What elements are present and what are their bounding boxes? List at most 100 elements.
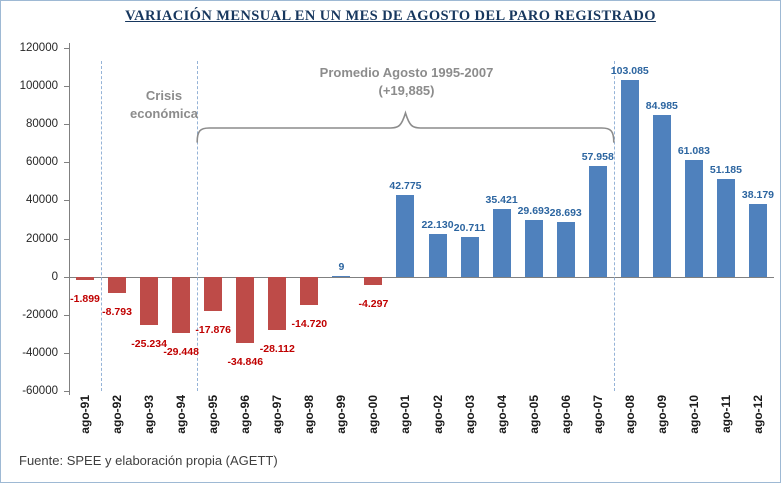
bar-value-label: -8.793 xyxy=(102,306,132,319)
x-axis-zero-line xyxy=(69,276,774,278)
bar-value-label: 9 xyxy=(338,260,345,273)
bar-value-label: -25.234 xyxy=(131,337,167,350)
source-note: Fuente: SPEE y elaboración propia (AGETT… xyxy=(19,453,278,468)
bar-value-label: -17.876 xyxy=(195,323,232,336)
bar-ago-03 xyxy=(460,237,479,277)
bar-ago-05 xyxy=(524,220,543,277)
x-axis-tick-label: ago-96 xyxy=(238,395,253,434)
y-axis-tick-label: 0 xyxy=(51,270,58,283)
crisis-annotation-line2: económica xyxy=(130,106,198,121)
y-axis-tick-mark xyxy=(64,86,69,88)
x-axis-tick-label: ago-94 xyxy=(174,395,189,434)
x-axis-tick-label: ago-04 xyxy=(494,395,509,434)
chart-title: VARIACIÓN MENSUAL EN UN MES DE AGOSTO DE… xyxy=(125,8,656,24)
bar-ago-06 xyxy=(556,221,575,277)
x-axis-tick-label: ago-93 xyxy=(142,395,157,434)
y-axis-tick-mark xyxy=(64,162,69,164)
x-axis-tick-label: ago-07 xyxy=(590,395,605,434)
bar-ago-92 xyxy=(108,276,127,294)
bar-ago-02 xyxy=(428,234,447,277)
x-axis-tick-label: ago-92 xyxy=(110,395,125,434)
x-axis-tick-label: ago-10 xyxy=(686,395,701,434)
bar-value-label: 20.711 xyxy=(453,222,486,235)
x-axis-tick-label: ago-06 xyxy=(558,395,573,434)
bar-value-label: 35.421 xyxy=(485,194,518,207)
bar-value-label: -34.846 xyxy=(227,356,264,369)
promedio-annotation: Promedio Agosto 1995-2007 (+19,885) xyxy=(279,64,534,100)
y-axis-tick-label: 60000 xyxy=(26,156,58,169)
bar-ago-97 xyxy=(268,276,287,331)
x-axis-tick-label: ago-00 xyxy=(366,395,381,434)
bar-value-label: 51.185 xyxy=(709,164,742,177)
bar-ago-01 xyxy=(396,195,415,277)
bar-value-label: 22.130 xyxy=(421,219,454,232)
y-axis-tick-mark xyxy=(64,48,69,49)
y-axis-tick-label: 20000 xyxy=(26,232,58,245)
period-divider-dashed-line xyxy=(613,61,615,391)
period-divider-dashed-line xyxy=(197,61,199,391)
bar-ago-09 xyxy=(652,114,671,277)
y-axis-tick-mark xyxy=(64,238,69,240)
promedio-annotation-line2: (+19,885) xyxy=(378,83,435,98)
bar-value-label: 42.775 xyxy=(389,180,422,193)
y-axis-tick-mark xyxy=(64,276,69,278)
bar-ago-12 xyxy=(748,203,767,277)
x-axis-tick-label: ago-03 xyxy=(462,395,477,434)
x-axis-tick-label: ago-05 xyxy=(526,395,541,434)
bar-ago-10 xyxy=(684,160,703,277)
bar-value-label: 103.085 xyxy=(610,65,649,78)
x-axis-tick-label: ago-11 xyxy=(718,395,733,434)
bar-value-label: 29.693 xyxy=(517,205,550,218)
bar-ago-98 xyxy=(300,276,319,305)
crisis-annotation-line1: Crisis xyxy=(145,88,183,103)
x-axis-tick-label: ago-08 xyxy=(622,395,637,434)
bar-ago-94 xyxy=(172,276,191,333)
bar-value-label: 38.179 xyxy=(741,188,775,201)
y-axis-tick-label: 100000 xyxy=(19,80,58,93)
bar-ago-00 xyxy=(364,276,383,285)
y-axis-tick-mark xyxy=(64,352,69,354)
bar-value-label: 61.083 xyxy=(677,145,710,158)
promedio-annotation-line1: Promedio Agosto 1995-2007 xyxy=(319,65,494,80)
x-axis-tick-label: ago-02 xyxy=(430,395,445,434)
y-axis-tick-label: 40000 xyxy=(26,194,58,207)
y-axis-tick-label: -60000 xyxy=(22,385,58,397)
x-axis-tick-label: ago-98 xyxy=(302,395,317,434)
bar-ago-08 xyxy=(620,80,639,277)
bar-ago-11 xyxy=(716,179,735,277)
bar-value-label: 57.958 xyxy=(581,151,614,164)
bar-ago-91 xyxy=(76,276,95,281)
y-axis-tick-mark xyxy=(64,124,69,126)
x-axis-tick-label: ago-12 xyxy=(750,395,765,434)
x-axis-tick-label: ago-95 xyxy=(206,395,221,434)
bar-ago-99 xyxy=(332,275,351,277)
y-axis-tick-label: -40000 xyxy=(22,346,58,359)
x-axis-tick-label: ago-09 xyxy=(654,395,669,434)
y-axis-tick-label: 80000 xyxy=(26,118,58,131)
bar-ago-96 xyxy=(236,276,255,344)
bar-ago-95 xyxy=(204,276,223,311)
bar-value-label: 28.693 xyxy=(549,206,582,219)
bar-value-label: -14.720 xyxy=(291,317,328,330)
y-axis-tick-mark xyxy=(64,200,69,202)
x-axis-tick-label: ago-97 xyxy=(270,395,285,434)
y-axis-tick-mark xyxy=(64,391,69,392)
y-axis-tick-mark xyxy=(64,314,69,316)
x-axis-tick-label: ago-01 xyxy=(398,395,413,434)
y-axis-line xyxy=(69,43,70,395)
bar-value-label: -1.899 xyxy=(70,293,100,306)
bar-value-label: 84.985 xyxy=(645,99,678,112)
y-axis-tick-label: 120000 xyxy=(19,42,58,54)
bar-ago-93 xyxy=(140,276,159,325)
period-divider-dashed-line xyxy=(101,61,103,391)
bar-value-label: -29.448 xyxy=(163,345,199,358)
y-axis-tick-label: -20000 xyxy=(22,308,58,321)
crisis-annotation: Crisis económica xyxy=(104,87,224,123)
bar-ago-07 xyxy=(588,166,607,277)
x-axis-tick-label: ago-91 xyxy=(78,395,93,434)
x-axis-tick-label: ago-99 xyxy=(334,395,349,434)
bar-ago-04 xyxy=(492,209,511,277)
bar-value-label: -4.297 xyxy=(358,297,389,310)
